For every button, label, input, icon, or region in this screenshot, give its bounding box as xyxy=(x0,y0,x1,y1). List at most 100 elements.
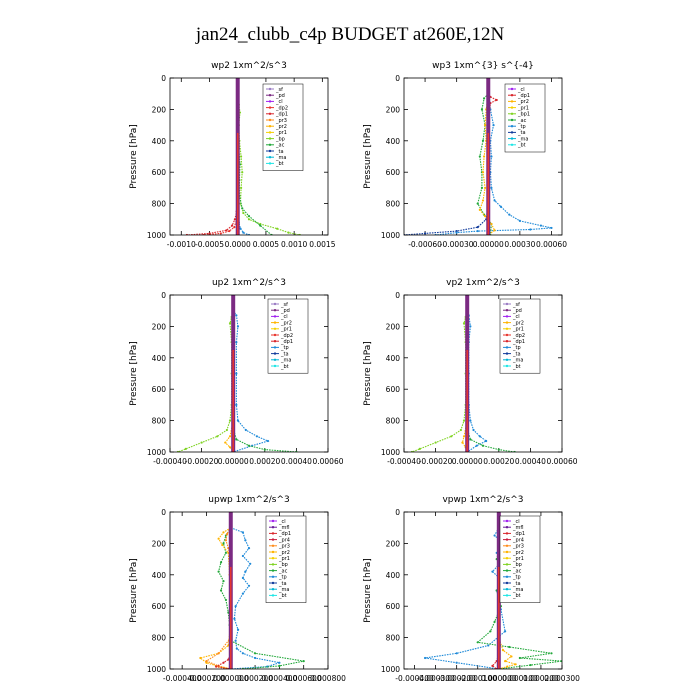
panel-2-point-tp xyxy=(539,224,543,227)
panel-5-xtick-label: -0.000200 xyxy=(187,674,226,683)
panel-6-legend-entry: _ma xyxy=(512,587,523,593)
panel-2-point-tp xyxy=(493,199,496,202)
panel-5-legend-marker xyxy=(271,550,275,554)
panel-2-ytick-label: 400 xyxy=(386,137,401,146)
panel-2-point-pr2 xyxy=(481,199,485,202)
panel-1-legend-entry: _dp2 xyxy=(275,105,288,111)
panel-3-title: up2 1xm^2/s^3 xyxy=(212,278,286,288)
panel-2-point-ac xyxy=(478,155,481,158)
panel-2-point-tp xyxy=(490,155,493,158)
panel-2-legend-entry: _ac xyxy=(517,118,527,124)
panel-4-xtick-label: -0.00020 xyxy=(419,457,453,466)
panel-5-legend-marker xyxy=(271,557,275,560)
panel-1-point-dp1 xyxy=(230,224,234,227)
panel-6-legend-entry: _dp1 xyxy=(512,531,525,537)
panel-3-point-pr2 xyxy=(228,435,232,438)
panel-6-point-dp1 xyxy=(491,664,494,667)
panel-5-point-tp xyxy=(241,531,245,534)
panel-2-ylabel: Pressure [hPa] xyxy=(363,124,373,189)
panel-6-legend-entry: _tp xyxy=(512,575,521,581)
panel-1-point-dp1 xyxy=(233,218,236,221)
panel-1-point-ac xyxy=(247,215,251,218)
panel-1-legend-marker xyxy=(268,112,272,116)
panel-2-legend-marker xyxy=(510,118,514,122)
panel-6-point-tp xyxy=(491,570,494,573)
panel-3-legend-marker xyxy=(273,327,277,330)
panel-2-point-pr2 xyxy=(484,215,487,218)
panel-5-legend-entry: _pr3 xyxy=(278,544,290,550)
panel-3-legend-marker xyxy=(273,364,277,368)
panel-1-point-ac xyxy=(259,224,262,227)
panel-2-legend-marker xyxy=(510,112,514,116)
panel-4-point-tp xyxy=(485,439,488,443)
panel-1-legend-entry: _pr3 xyxy=(275,118,287,124)
panel-1-series-dp2 xyxy=(203,93,239,235)
panel-3-point-tp xyxy=(266,439,270,443)
panel-4-frame xyxy=(403,294,563,453)
panel-4-point-bp xyxy=(459,428,462,432)
panel-2-point-tp xyxy=(476,229,479,233)
panel-6-legend-marker xyxy=(505,532,509,535)
panel-5-legend-entry: _mfl xyxy=(278,525,290,531)
panel-1-legend-marker xyxy=(268,100,272,103)
panel-3-ytick-label: 0 xyxy=(161,291,166,300)
panel-5-point-ac xyxy=(302,660,305,663)
panel-2-xtick-label: 0.00060 xyxy=(536,240,567,249)
panel-5-legend-entry: _tp xyxy=(278,575,287,581)
panel-2-legend-marker xyxy=(510,125,514,128)
panel-4-point-bp xyxy=(434,441,437,444)
panel-6-title: vpwp 1xm^2/s^3 xyxy=(442,495,523,505)
panel-2-point-pr2 xyxy=(484,124,487,127)
panel-3-legend-marker xyxy=(273,352,277,355)
panel-5-point-pr3 xyxy=(226,532,229,536)
panel-5-point-tp xyxy=(247,584,251,587)
panel-5-point-tp xyxy=(244,570,247,573)
panel-1-xtick-label: 0.0010 xyxy=(281,240,307,249)
panel-5-ytick-label: 600 xyxy=(152,602,167,611)
panel-6-point-ac xyxy=(508,645,511,649)
panel-5-ytick-label: 200 xyxy=(152,539,167,548)
panel-4-point-bp xyxy=(462,322,466,325)
panel-6-xtick-label: 0.000100 xyxy=(502,674,538,683)
panel-6-point-ac xyxy=(476,641,479,644)
panel-5-point-ac xyxy=(253,652,257,655)
panel-1-point-bp xyxy=(276,227,279,230)
panel-6-ytick-label: 0 xyxy=(395,508,400,517)
panel-5-point-pr2 xyxy=(205,661,208,664)
panel-2-frame xyxy=(403,77,563,236)
panel-6-legend-entry: _bt xyxy=(512,593,521,599)
panel-1-xtick-label: -0.0005 xyxy=(195,240,224,249)
panel-1-title: wp2 1xm^2/s^3 xyxy=(211,61,287,71)
panel-3-ytick-label: 200 xyxy=(152,322,167,331)
panel-5-legend: _cl_mfl_dp1_pr4_pr3_pr2_pr1_bp_ac_tp_ta_… xyxy=(265,515,307,603)
panel-4-legend-marker xyxy=(505,352,509,355)
panel-1-point-bp xyxy=(242,211,245,215)
panel-2-point-pr2 xyxy=(484,186,487,189)
panel-3-xtick-label: 0.00020 xyxy=(249,457,280,466)
panel-3-point-ac xyxy=(235,438,238,441)
panel-3-legend-entry: _bt xyxy=(280,364,289,370)
panel-3-legend: _sf_pd_cl_pr2_pr1_dp2_dp1_tp_ta_ma_bt xyxy=(267,298,309,374)
panel-2-ytick-label: 800 xyxy=(386,200,401,209)
panel-3-legend-marker xyxy=(273,321,277,324)
panel-4-xtick-label: -0.00040 xyxy=(387,457,421,466)
panel-6-series xyxy=(423,526,562,669)
panel-3-xtick-label: -0.00040 xyxy=(153,457,187,466)
panel-5-series-pr2 xyxy=(199,527,232,669)
panel-2-point-dp1 xyxy=(495,98,498,102)
panel-6-legend-entry: _ta xyxy=(512,581,521,587)
panel-1: wp2 1xm^2/s^3 Pressure [hPa] 0 200 400 600 800… xyxy=(129,61,336,249)
panel-3-legend-marker xyxy=(273,358,277,361)
panel-6-legend-entry: _pr3 xyxy=(512,544,524,550)
panel-4-point-tp xyxy=(475,444,478,447)
panel-1-legend-entry: _dp1 xyxy=(275,112,288,118)
panel-4-legend-entry: _cl xyxy=(512,314,520,320)
panel-1-ytick-label: 200 xyxy=(152,105,167,114)
panel-5-legend-marker xyxy=(271,563,275,566)
panel-3-legend-entry: _cl xyxy=(280,314,288,320)
panel-2-legend-marker xyxy=(510,87,514,91)
panel-4-legend-entry: _tp xyxy=(512,345,521,351)
panel-6-legend: _cl_mfl_dp1_pr4_pr3_pr2_pr1_bp_ac_tp_ta_… xyxy=(499,515,541,603)
panel-2-point-pr2 xyxy=(478,208,481,211)
panel-5-point-dp1 xyxy=(222,661,225,664)
